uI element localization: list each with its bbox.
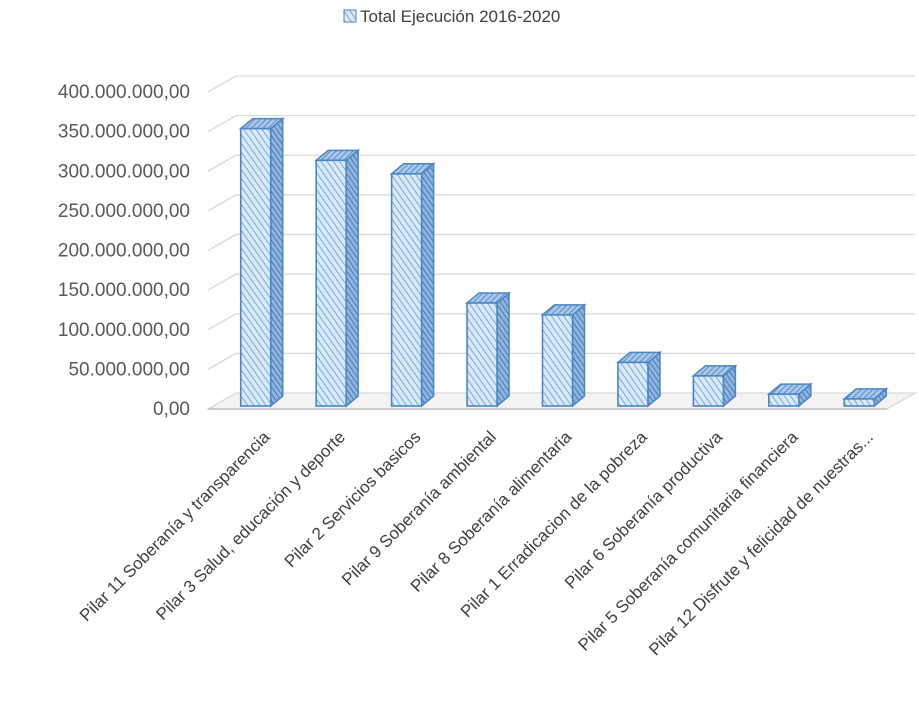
bar <box>389 162 436 408</box>
x-category-label: Pilar 9 Soberanía ambiental <box>338 427 500 589</box>
gridline-side <box>207 233 237 252</box>
bar-front <box>768 393 800 407</box>
bar-front <box>315 159 347 407</box>
y-tick-label: 350.000.000,00 <box>58 122 190 143</box>
bar-front <box>843 398 876 407</box>
y-tick-label: 400.000.000,00 <box>58 82 190 103</box>
gridline-side <box>207 75 237 93</box>
bar-front <box>390 172 423 407</box>
bar-front <box>617 361 649 407</box>
y-tick-label: 0,00 <box>153 399 190 420</box>
bar <box>615 350 663 408</box>
y-tick-label: 50.000.000,00 <box>68 359 190 380</box>
x-category-label: Pilar 8 Soberanía alimentaria <box>407 427 576 596</box>
gridline-side <box>207 154 237 172</box>
y-tick-label: 150.000.000,00 <box>58 280 190 301</box>
legend-swatch <box>343 9 357 23</box>
gridline-side <box>207 115 237 133</box>
x-category-label: Pilar 2 Servicios basicos <box>281 427 425 571</box>
y-axis-tick-labels: 0,00 50.000.000,00 100.000.000,00 150.000.0… <box>58 82 190 420</box>
bar-side <box>496 291 510 408</box>
bar-front <box>466 302 498 407</box>
y-tick-label: 250.000.000,00 <box>58 201 190 222</box>
bar <box>691 364 738 408</box>
gridline-side <box>207 273 237 291</box>
bar <box>464 291 512 408</box>
x-axis-category-labels: Pilar 11 Soberanía y transparenciaPilar … <box>76 427 877 659</box>
bar-side <box>571 303 586 408</box>
bar-front <box>239 127 272 407</box>
bars <box>238 117 889 408</box>
y-tick-label: 100.000.000,00 <box>58 320 190 341</box>
y-tick-label: 300.000.000,00 <box>58 161 190 182</box>
bar-side <box>420 162 435 408</box>
y-tick-label: 200.000.000,00 <box>58 241 190 262</box>
bar-front <box>692 375 725 407</box>
bar <box>766 382 813 408</box>
legend-label: Total Ejecución 2016-2020 <box>360 7 560 26</box>
bar-front <box>541 314 574 407</box>
bar <box>540 303 587 408</box>
legend: Total Ejecución 2016-2020 <box>343 7 560 26</box>
bar <box>842 387 889 408</box>
x-category-label: Pilar 6 Soberanía productiva <box>561 427 727 593</box>
gridline-side <box>207 352 237 370</box>
bar <box>314 148 361 408</box>
bar-side <box>269 117 284 408</box>
gridline-side <box>207 313 237 331</box>
gridline-side <box>207 194 237 212</box>
bar-side <box>345 148 359 408</box>
bar <box>238 117 285 408</box>
